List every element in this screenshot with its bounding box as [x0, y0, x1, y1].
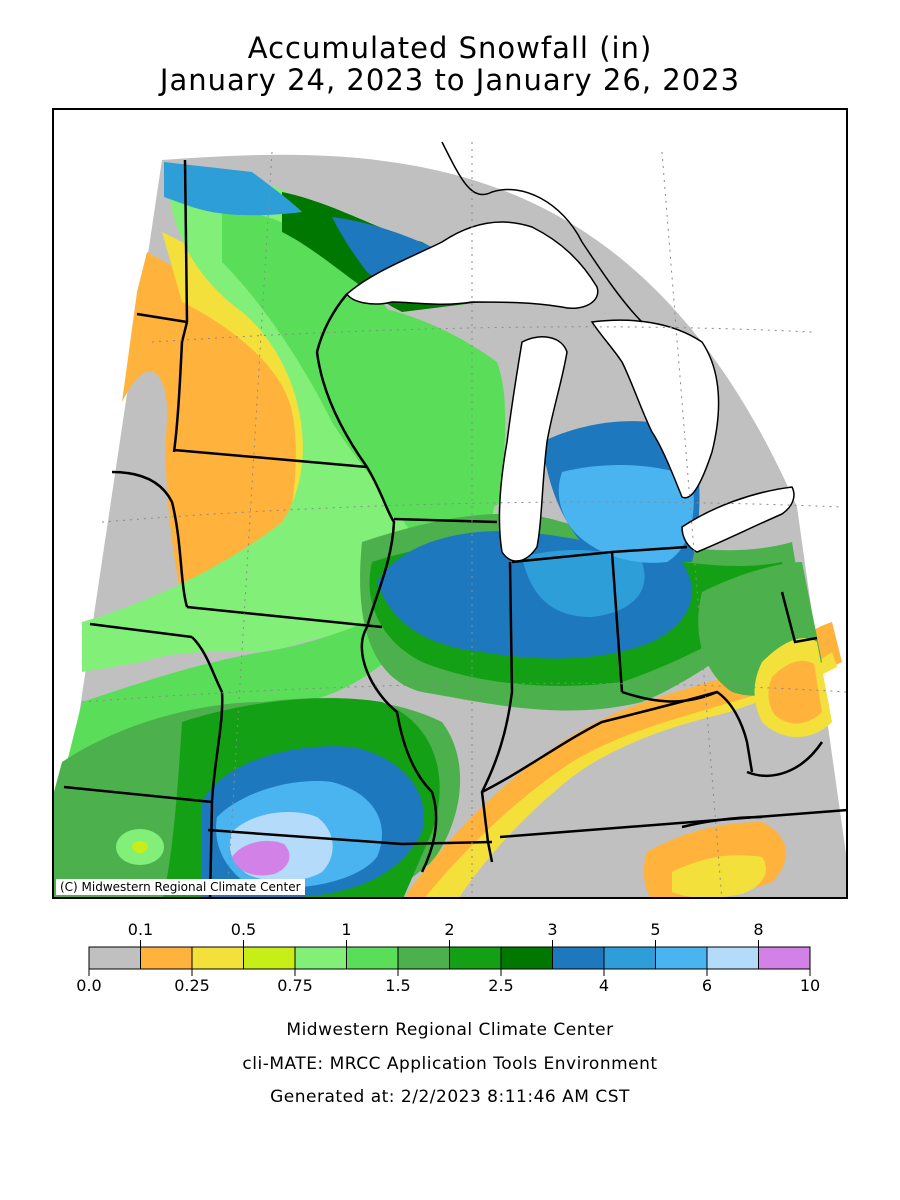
legend-label-bottom: 1.5 [385, 976, 411, 995]
legend-swatch [758, 946, 811, 970]
legend-swatch [294, 946, 347, 970]
snowfall-map: (C) Midwestern Regional Climate Center [52, 108, 848, 899]
footer-app: cli-MATE: MRCC Application Tools Environ… [242, 1054, 658, 1074]
legend-label-bottom: 2.5 [488, 976, 514, 995]
state-borders [63, 159, 846, 897]
map-credit: (C) Midwestern Regional Climate Center [56, 879, 305, 895]
lake-michigan [498, 336, 568, 562]
contour-10-southwest [232, 840, 290, 876]
legend-swatch [140, 946, 193, 970]
legend-swatch [191, 946, 244, 970]
legend-swatch [346, 946, 399, 970]
legend-swatch [243, 946, 296, 970]
contour-4-nw-corner [164, 162, 302, 216]
map-canvas [54, 141, 846, 897]
legend-label-top: 3 [547, 920, 558, 939]
legend-swatch [88, 946, 141, 970]
graticule [81, 142, 846, 897]
legend-swatch [655, 946, 708, 970]
legend-swatch [552, 946, 605, 970]
contour-0.1-east [768, 660, 822, 724]
map-title: Accumulated Snowfall (in) [247, 31, 653, 65]
legend-label-bottom: 4 [598, 976, 610, 995]
legend-label-bottom: 0.0 [76, 976, 102, 995]
legend-label-top: 1 [341, 920, 352, 939]
legend-label-top: 5 [650, 920, 661, 939]
lake-superior [346, 221, 599, 309]
legend-label-top: 2 [444, 920, 455, 939]
lake-erie [681, 486, 795, 553]
map-date-range: January 24, 2023 to January 26, 2023 [159, 63, 741, 97]
contour-1.5-wisconsin [332, 302, 506, 520]
contour-6-michigan [558, 465, 694, 563]
footer-org: Midwestern Regional Climate Center [286, 1020, 614, 1040]
legend-swatch [706, 946, 759, 970]
legend-label-bottom: 6 [701, 976, 713, 995]
footer-generated: Generated at: 2/2/2023 8:11:46 AM CST [270, 1087, 630, 1107]
legend-label-top: 0.5 [230, 920, 257, 939]
legend-label-top: 0.1 [127, 920, 154, 939]
lake-ontario-shore [441, 141, 643, 323]
contour-0.25-kentucky [672, 855, 766, 897]
legend-swatch [449, 946, 502, 970]
legend-swatch [397, 946, 450, 970]
lake-huron [590, 319, 720, 499]
legend-label-bottom: 0.25 [174, 976, 210, 995]
legend-label-top: 8 [753, 920, 764, 939]
legend-label-bottom: 0.75 [277, 976, 313, 995]
legend-swatch [603, 946, 656, 970]
legend-swatch [500, 946, 553, 970]
contour-0.5-spot [132, 841, 148, 853]
legend-label-bottom: 10 [799, 976, 821, 995]
